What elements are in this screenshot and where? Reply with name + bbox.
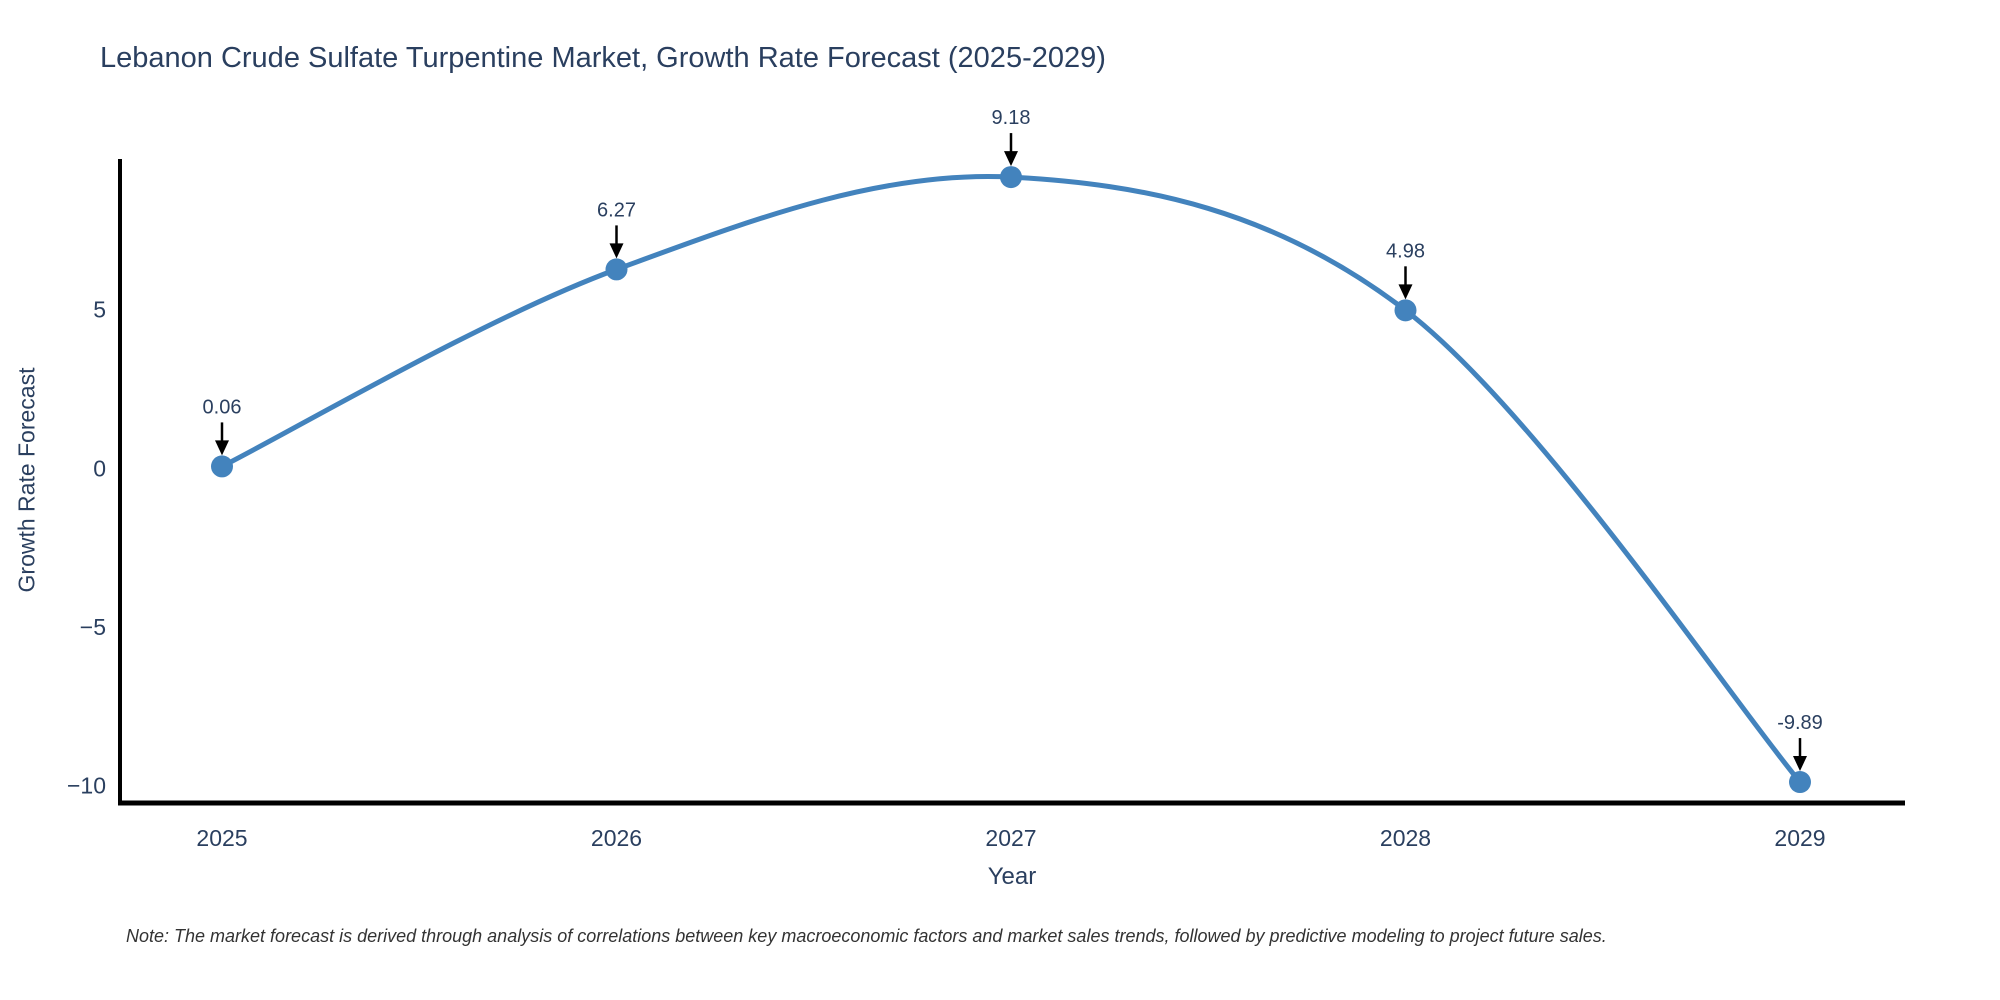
chart-footnote: Note: The market forecast is derived thr… — [126, 926, 1607, 946]
annotation-arrowhead-icon — [1398, 284, 1413, 300]
chart-title: Lebanon Crude Sulfate Turpentine Market,… — [100, 42, 1106, 74]
data-point-marker[interactable] — [1000, 166, 1022, 189]
data-point-marker[interactable] — [1394, 299, 1417, 322]
data-point-marker[interactable] — [1789, 771, 1811, 794]
y-tick-label: 5 — [93, 297, 106, 323]
annotation-label: 0.06 — [203, 396, 242, 418]
annotation-arrowhead-icon — [1793, 756, 1807, 772]
data-point-marker[interactable] — [605, 258, 628, 281]
annotation-label: 6.27 — [597, 199, 636, 221]
annotation-arrowhead-icon — [609, 243, 624, 259]
x-tick-label: 2026 — [591, 825, 642, 851]
annotation-arrowhead-icon — [1004, 151, 1018, 167]
annotation-label: 4.98 — [1386, 240, 1425, 262]
annotation-label: 9.18 — [992, 107, 1031, 129]
x-tick-label: 2029 — [1774, 825, 1825, 851]
x-tick-label: 2027 — [985, 825, 1036, 851]
y-tick-label: −10 — [67, 773, 106, 799]
x-axis-title: Year — [987, 863, 1037, 890]
annotation-arrowhead-icon — [215, 440, 229, 456]
data-point-marker[interactable] — [211, 455, 233, 478]
annotation-label: -9.89 — [1777, 712, 1823, 734]
y-tick-label: 0 — [93, 455, 106, 481]
y-tick-label: −5 — [80, 614, 106, 640]
x-tick-label: 2025 — [196, 825, 247, 851]
series-line — [219, 173, 1803, 785]
x-tick-label: 2028 — [1380, 825, 1431, 851]
